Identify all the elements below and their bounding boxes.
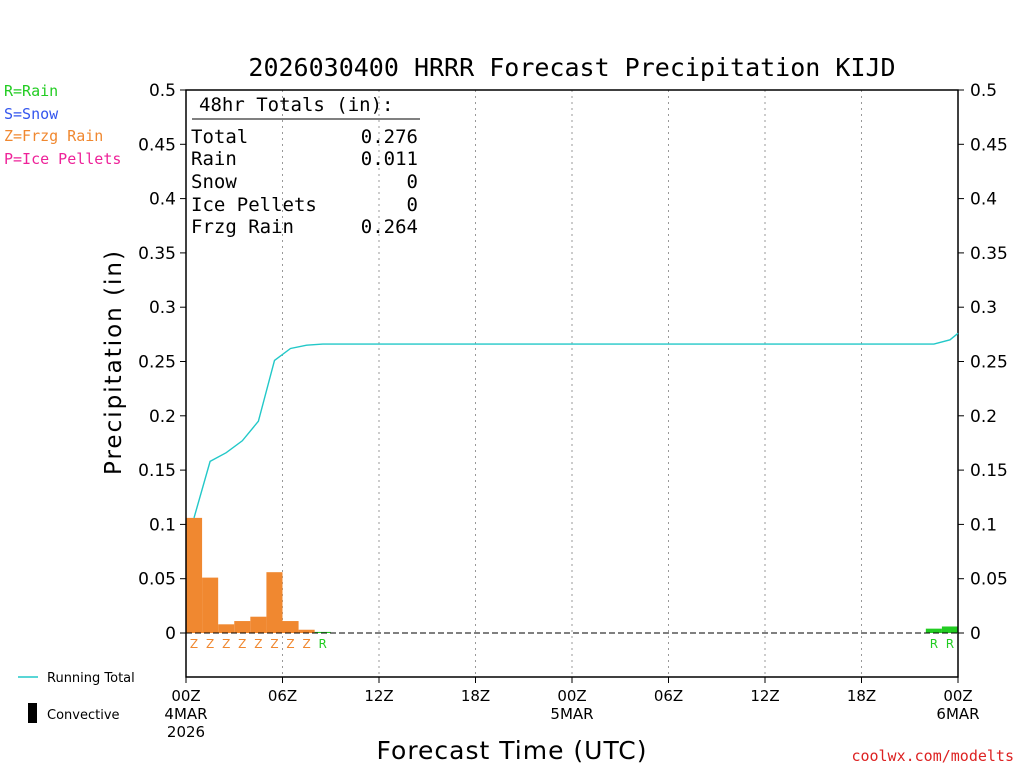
x-tick-label-5-0: 06Z — [654, 687, 683, 705]
totals-label-total: Total — [191, 126, 248, 148]
precip-bar-3 — [234, 621, 251, 633]
totals-value-total: 0.276 — [361, 126, 418, 148]
precip-bar-9 — [925, 628, 942, 633]
x-tick-label-7-0: 18Z — [847, 687, 876, 705]
totals-heading: 48hr Totals (in): — [199, 94, 393, 116]
y-tick-label-right-2: 0.1 — [970, 515, 997, 535]
hourly-precip-bars — [186, 517, 958, 633]
precip-bar-6 — [282, 621, 299, 633]
totals-label-frzg-rain: Frzg Rain — [191, 216, 294, 238]
y-tick-label-left-10: 0.5 — [149, 81, 176, 101]
precip-bar-0 — [186, 517, 203, 633]
y-tick-label-left-6: 0.3 — [149, 298, 176, 318]
convective-legend-label: Convective — [47, 708, 120, 723]
ptype-marker-6: Z — [286, 637, 294, 651]
precip-bar-8 — [314, 631, 331, 633]
x-tick-label-0-1: 4MAR — [164, 705, 207, 723]
totals-value-snow: 0 — [407, 171, 418, 193]
y-tick-label-right-7: 0.35 — [970, 244, 1008, 264]
y-tick-label-left-3: 0.15 — [138, 461, 176, 481]
precip-bar-5 — [266, 572, 283, 633]
x-tick-label-8-1: 6MAR — [936, 705, 979, 723]
totals-value-rain: 0.011 — [361, 148, 418, 170]
totals-value-ice-pellets: 0 — [407, 194, 418, 216]
y-tick-label-left-8: 0.4 — [149, 190, 176, 210]
y-tick-label-left-2: 0.1 — [149, 515, 176, 535]
y-tick-label-right-6: 0.3 — [970, 298, 997, 318]
x-tick-label-3-0: 18Z — [461, 687, 490, 705]
precip-bar-10 — [941, 626, 958, 633]
y-tick-label-left-7: 0.35 — [138, 244, 176, 264]
precip-bar-1 — [202, 577, 219, 633]
legend-snow: S=Snow — [4, 105, 59, 123]
y-tick-label-right-4: 0.2 — [970, 407, 997, 427]
y-axis-left: 0 0.05 0.1 0.15 0.2 0.25 0.3 0.35 0.4 0.45 0.5 — [138, 81, 186, 644]
y-tick-label-right-1: 0.05 — [970, 570, 1008, 590]
running-total-line — [193, 332, 959, 519]
y-tick-label-left-0: 0 — [165, 624, 176, 644]
credit-text: coolwx.com/modelts — [851, 747, 1014, 765]
y-tick-label-right-9: 0.45 — [970, 135, 1008, 155]
x-axis-label: Forecast Time (UTC) — [377, 736, 648, 765]
ptype-marker-10: R — [946, 637, 954, 651]
legend-frzg-rain: Z=Frzg Rain — [4, 127, 103, 145]
y-tick-label-right-10: 0.5 — [970, 81, 997, 101]
x-tick-label-4-1: 5MAR — [550, 705, 593, 723]
ptype-marker-8: R — [319, 637, 327, 651]
x-tick-label-2-0: 12Z — [364, 687, 393, 705]
totals-label-snow: Snow — [191, 171, 237, 193]
x-tick-label-0-0: 00Z — [171, 687, 200, 705]
precip-type-legend: R=Rain S=Snow Z=Frzg Rain P=Ice Pellets — [4, 82, 121, 168]
ptype-marker-9: R — [930, 637, 938, 651]
precip-bar-2 — [218, 624, 235, 633]
running-total-legend-label: Running Total — [47, 671, 135, 686]
totals-box: 48hr Totals (in): Total 0.276 Rain 0.011… — [191, 94, 420, 238]
y-tick-label-right-3: 0.15 — [970, 461, 1008, 481]
ptype-marker-3: Z — [238, 637, 246, 651]
precip-bar-4 — [250, 616, 267, 633]
totals-value-frzg-rain: 0.264 — [361, 216, 418, 238]
legend-rain: R=Rain — [4, 82, 58, 100]
ptype-marker-5: Z — [270, 637, 278, 651]
ptype-marker-7: Z — [303, 637, 311, 651]
x-tick-label-1-0: 06Z — [268, 687, 297, 705]
y-tick-label-left-5: 0.25 — [138, 353, 176, 373]
x-tick-label-8-0: 00Z — [943, 687, 972, 705]
y-axis-label: Precipitation (in) — [101, 249, 127, 475]
y-tick-label-right-8: 0.4 — [970, 190, 997, 210]
y-tick-label-right-0: 0 — [970, 624, 981, 644]
precip-bar-7 — [298, 629, 315, 633]
ptype-marker-0: Z — [190, 637, 198, 651]
x-tick-label-4-0: 00Z — [557, 687, 586, 705]
chart-title: 2026030400 HRRR Forecast Precipitation K… — [248, 53, 895, 82]
legend-ice-pellets: P=Ice Pellets — [4, 150, 121, 168]
y-tick-label-right-5: 0.25 — [970, 353, 1008, 373]
totals-label-rain: Rain — [191, 148, 237, 170]
ptype-marker-4: Z — [254, 637, 262, 651]
convective-swatch — [28, 703, 37, 723]
y-tick-label-left-4: 0.2 — [149, 407, 176, 427]
vertical-gridlines — [282, 90, 862, 677]
x-tick-label-0-2: 2026 — [167, 723, 205, 741]
totals-label-ice-pellets: Ice Pellets — [191, 194, 317, 216]
ptype-marker-2: Z — [222, 637, 230, 651]
y-tick-label-left-9: 0.45 — [138, 135, 176, 155]
y-tick-label-left-1: 0.05 — [138, 570, 176, 590]
ptype-marker-1: Z — [206, 637, 214, 651]
y-axis-right: 0 0.05 0.1 0.15 0.2 0.25 0.3 0.35 0.4 0.45 0.5 — [958, 81, 1008, 644]
x-tick-label-6-0: 12Z — [750, 687, 779, 705]
series-legend: Running Total Convective — [18, 671, 135, 723]
